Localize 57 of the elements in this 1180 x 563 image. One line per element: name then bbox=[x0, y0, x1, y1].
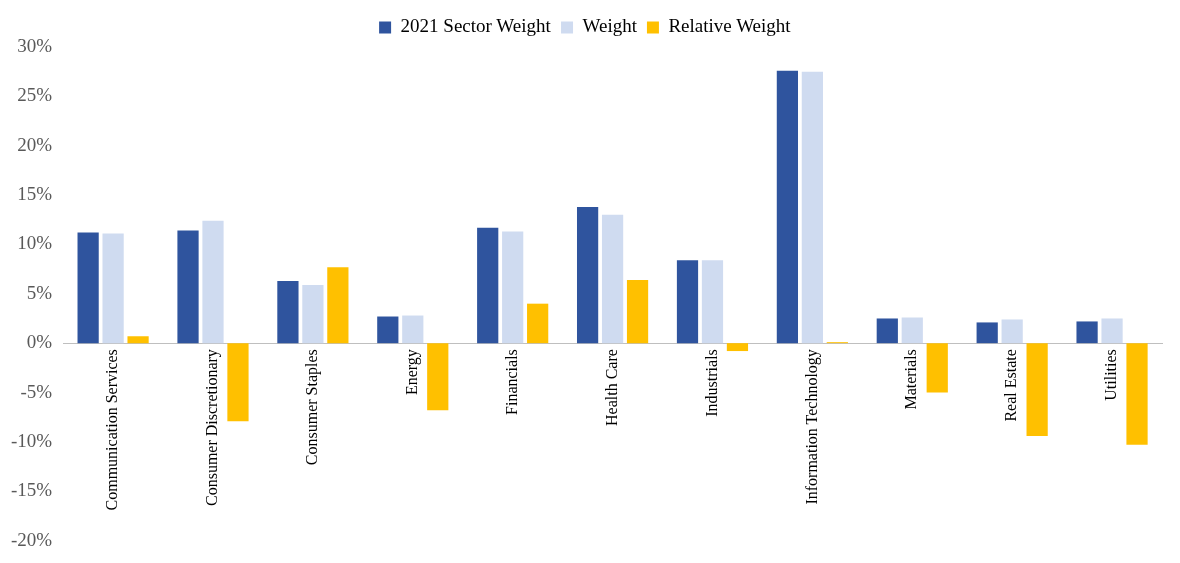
y-tick-label: 25% bbox=[17, 84, 53, 106]
x-tick-label: Financials bbox=[502, 349, 520, 415]
bar bbox=[1126, 343, 1148, 445]
bar bbox=[202, 220, 224, 344]
bar bbox=[601, 214, 624, 344]
bar bbox=[277, 280, 299, 344]
bar bbox=[901, 317, 923, 344]
bar bbox=[327, 267, 349, 344]
bar bbox=[477, 227, 499, 344]
y-tick-label: -15% bbox=[11, 479, 53, 501]
bar bbox=[701, 260, 724, 344]
bar bbox=[776, 70, 799, 344]
bar bbox=[976, 322, 998, 344]
bar bbox=[102, 233, 124, 344]
bar bbox=[576, 206, 599, 344]
x-tick-label: Consumer Discretionary bbox=[203, 349, 222, 507]
bar bbox=[502, 231, 524, 344]
bar bbox=[626, 279, 649, 344]
y-tick-label: 20% bbox=[17, 133, 53, 155]
bar bbox=[127, 336, 149, 344]
bar bbox=[177, 230, 199, 344]
y-tick-label: 15% bbox=[17, 183, 53, 205]
x-tick-label: Industrials bbox=[702, 349, 720, 417]
bar bbox=[1076, 321, 1098, 344]
legend-label: 2021 Sector Weight bbox=[400, 15, 552, 37]
x-tick-label: Materials bbox=[902, 349, 920, 410]
bar bbox=[726, 343, 749, 352]
bar bbox=[926, 343, 948, 393]
y-tick-label: -5% bbox=[20, 380, 53, 402]
legend-label: Relative Weight bbox=[668, 15, 792, 37]
legend-label: Weight bbox=[582, 15, 638, 37]
x-tick-label: Consumer Staples bbox=[303, 349, 322, 466]
x-tick-label: Energy bbox=[402, 349, 421, 396]
bar bbox=[427, 343, 449, 411]
bar bbox=[876, 318, 898, 344]
bar bbox=[1026, 343, 1048, 436]
x-tick-label: Information Technology bbox=[802, 349, 821, 505]
y-tick-label: -10% bbox=[11, 429, 53, 451]
bar bbox=[302, 284, 324, 344]
x-tick-label: Real Estate bbox=[1002, 349, 1020, 422]
x-tick-label: Utilities bbox=[1102, 349, 1120, 401]
bar bbox=[801, 71, 823, 344]
y-tick-label: 10% bbox=[17, 232, 53, 254]
bar bbox=[402, 315, 424, 344]
bar bbox=[527, 303, 549, 344]
bar bbox=[1001, 319, 1023, 344]
x-tick-label: Health Care bbox=[602, 349, 620, 427]
y-tick-label: -20% bbox=[11, 528, 53, 550]
y-tick-label: 0% bbox=[26, 331, 53, 353]
y-tick-label: 5% bbox=[26, 281, 53, 303]
bar bbox=[676, 260, 699, 344]
bar bbox=[227, 343, 249, 422]
bar bbox=[1101, 318, 1123, 344]
bar bbox=[77, 232, 99, 344]
y-tick-label: 30% bbox=[17, 34, 53, 56]
bar bbox=[377, 316, 399, 344]
x-tick-label: Communication Services bbox=[103, 349, 121, 511]
